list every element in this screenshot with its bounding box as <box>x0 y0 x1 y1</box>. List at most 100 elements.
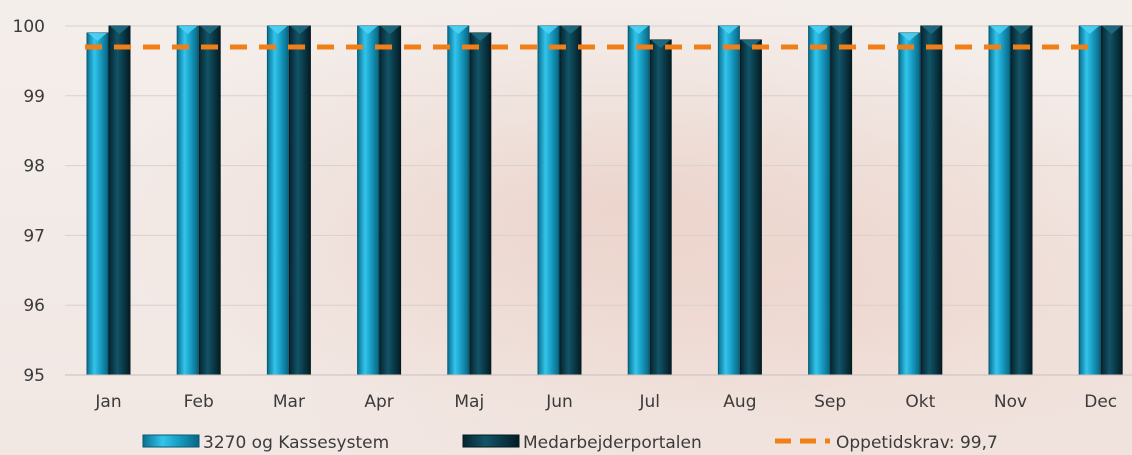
bar-series-2-jul[interactable] <box>649 39 672 376</box>
bar-body <box>920 25 943 376</box>
y-tick-label: 98 <box>23 157 45 177</box>
x-tick-label: Maj <box>454 392 484 412</box>
bar-cap <box>268 26 288 34</box>
bar-body <box>808 25 831 376</box>
bar-body <box>198 25 221 376</box>
bar-cap <box>448 26 468 34</box>
bar-body <box>898 32 921 376</box>
bar-series-2-dec[interactable] <box>1100 25 1123 376</box>
bar-body <box>379 25 402 376</box>
y-tick-label: 100 <box>13 17 45 37</box>
bar-cap <box>719 26 739 34</box>
x-tick-label: Sep <box>814 392 846 412</box>
bar-body <box>717 25 740 376</box>
bar-body <box>469 32 492 376</box>
bar-series-2-apr[interactable] <box>379 25 402 376</box>
bar-series-1-apr[interactable] <box>357 25 380 376</box>
x-tick-label: Apr <box>364 392 393 412</box>
bar-body <box>447 25 470 376</box>
bar-cap <box>899 32 919 41</box>
x-tick-label: Jun <box>545 392 573 412</box>
bar-series-1-jul[interactable] <box>627 25 650 376</box>
legend-swatch-series-1 <box>142 434 200 448</box>
y-tick-label: 97 <box>23 226 45 246</box>
bar-cap <box>539 26 558 34</box>
bar-body <box>288 25 311 376</box>
x-tick-label: Nov <box>994 392 1027 412</box>
legend-item-series-2[interactable]: Medarbejderportalen <box>462 433 702 453</box>
bar-cap <box>809 26 829 34</box>
bar-body <box>988 25 1011 376</box>
legend-label-series-2: Medarbejderportalen <box>523 433 702 453</box>
bar-cap <box>380 26 400 34</box>
x-tick-label: Okt <box>905 392 935 412</box>
bar-series-2-okt[interactable] <box>920 25 943 376</box>
bar-series-1-nov[interactable] <box>988 25 1011 376</box>
bar-body <box>266 25 289 376</box>
legend-item-reference-line[interactable]: Oppetidskrav: 99,7 <box>775 433 998 453</box>
bar-body <box>1078 25 1101 376</box>
bar-series-2-maj[interactable] <box>469 32 492 376</box>
y-tick-label: 95 <box>23 366 45 386</box>
bar-body <box>1100 25 1123 376</box>
bar-cap <box>629 26 649 34</box>
bar-series-1-sep[interactable] <box>808 25 831 376</box>
bar-series-1-mar[interactable] <box>266 25 289 376</box>
bar-body <box>1010 25 1033 376</box>
bar-body <box>830 25 853 376</box>
bar-body <box>86 32 109 376</box>
legend-item-series-1[interactable]: 3270 og Kassesystem <box>142 433 389 453</box>
bar-cap <box>1012 26 1031 34</box>
bar-cap <box>1080 26 1100 34</box>
bar-cap <box>1102 26 1122 34</box>
bars <box>86 25 1123 376</box>
legend-label-series-1: 3270 og Kassesystem <box>203 433 389 453</box>
bar-series-1-okt[interactable] <box>898 32 921 376</box>
bar-cap <box>990 26 1009 34</box>
bar-cap <box>290 26 310 34</box>
gridlines <box>65 25 1132 376</box>
bar-series-1-jun[interactable] <box>537 25 560 376</box>
y-axis: 95 96 97 98 99 100 <box>13 17 45 386</box>
bar-body <box>627 25 650 376</box>
bar-series-1-dec[interactable] <box>1078 25 1101 376</box>
x-axis: Jan Feb Mar Apr Maj Jun Jul Aug Sep Okt Nov Dec <box>65 374 1132 412</box>
x-tick-label: Mar <box>273 392 305 412</box>
y-tick-label: 96 <box>23 296 45 316</box>
bar-series-2-nov[interactable] <box>1010 25 1033 376</box>
bar-cap <box>561 26 580 34</box>
bar-series-2-mar[interactable] <box>288 25 311 376</box>
x-tick-label: Dec <box>1084 392 1117 412</box>
bar-series-2-sep[interactable] <box>830 25 853 376</box>
x-tick-label: Aug <box>723 392 756 412</box>
bar-series-2-aug[interactable] <box>739 39 762 376</box>
bar-body <box>739 39 762 376</box>
legend-swatch-series-2 <box>462 434 520 448</box>
y-tick-label: 99 <box>23 87 45 107</box>
x-tick-label: Jul <box>638 392 660 412</box>
bar-cap <box>921 26 941 34</box>
bar-series-1-aug[interactable] <box>717 25 740 376</box>
bar-series-1-maj[interactable] <box>447 25 470 376</box>
bar-series-2-feb[interactable] <box>198 25 221 376</box>
x-tick-label: Feb <box>184 392 214 412</box>
bar-cap <box>741 39 761 48</box>
bar-cap <box>200 26 220 34</box>
bar-body <box>649 39 672 376</box>
bar-series-2-jan[interactable] <box>108 25 131 376</box>
bar-cap <box>110 26 129 34</box>
bar-body <box>537 25 560 376</box>
bar-cap <box>88 32 107 41</box>
bar-body <box>176 25 199 376</box>
legend-label-reference-line: Oppetidskrav: 99,7 <box>836 433 998 453</box>
bar-series-1-jan[interactable] <box>86 32 109 376</box>
bar-cap <box>178 26 198 34</box>
bar-series-1-feb[interactable] <box>176 25 199 376</box>
bar-series-2-jun[interactable] <box>559 25 582 376</box>
bar-cap <box>831 26 851 34</box>
bar-body <box>357 25 380 376</box>
bar-body <box>108 25 131 376</box>
bar-body <box>559 25 582 376</box>
